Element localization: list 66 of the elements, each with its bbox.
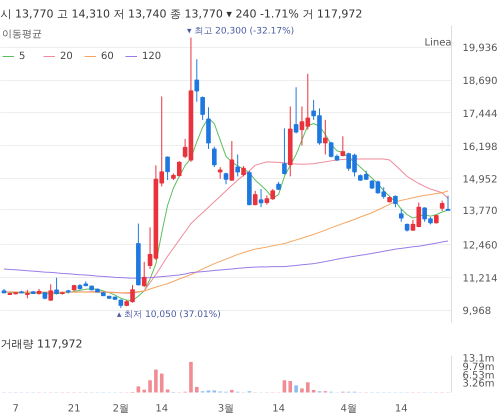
x-tick-label: 7 xyxy=(12,404,19,414)
y-tick-label: 13,770 xyxy=(462,206,498,217)
y-tick-label: 3.26m xyxy=(462,378,495,390)
legend-label: 5 xyxy=(19,50,26,62)
bar xyxy=(312,390,316,392)
x-tick-label: 3월 xyxy=(218,404,234,414)
bar xyxy=(136,386,140,392)
y-tick-label: 12,460 xyxy=(462,240,498,252)
bar xyxy=(282,380,286,392)
candlestick xyxy=(54,277,59,296)
bar xyxy=(230,390,234,392)
candlestick xyxy=(224,172,228,185)
y-tick-label: 16,198 xyxy=(462,142,498,153)
x-tick-label: 2월 xyxy=(112,404,130,414)
candlestick xyxy=(48,284,54,302)
candlestick xyxy=(440,200,444,212)
y-tick-label: 18,690 xyxy=(462,76,498,88)
bar xyxy=(294,385,298,392)
candlestick xyxy=(258,188,264,208)
candlestick xyxy=(282,128,287,176)
x-tick-label: 14 xyxy=(394,404,408,414)
bar xyxy=(306,382,310,392)
x-tick-label: 14 xyxy=(272,404,285,414)
legend-label: 120 xyxy=(142,50,162,62)
annotation: ▴ 최저 10,050 (37.01%) xyxy=(116,310,221,320)
bar xyxy=(288,381,292,392)
candlestick xyxy=(200,96,205,120)
x-tick-label: 4월 xyxy=(340,404,357,414)
y-tick-label: 19,936 xyxy=(462,43,498,54)
candlestick xyxy=(252,190,258,206)
candlestick xyxy=(294,86,298,134)
y-tick-label: 14,952 xyxy=(462,174,498,186)
legend-title: 이동평균 xyxy=(2,28,43,41)
candlestick xyxy=(206,106,211,150)
chart-title: 거래량 117,972 xyxy=(0,338,82,350)
candlestick xyxy=(446,195,450,212)
x-tick-label: 14 xyxy=(155,404,168,414)
bar xyxy=(142,390,146,392)
candlestick xyxy=(323,119,328,155)
y-tick-label: 9,968 xyxy=(462,306,492,318)
candlestick xyxy=(218,166,222,180)
legend-label: 60 xyxy=(101,50,115,62)
bar xyxy=(148,380,152,392)
chart-title: 시 13,770 고 14,310 저 13,740 종 13,770 ▾ 240 -1.71% 거 117,972 xyxy=(0,8,362,20)
bar xyxy=(300,388,304,392)
candlestick xyxy=(340,136,346,157)
y-tick-label: 17,444 xyxy=(462,108,498,120)
annotation: Linea xyxy=(424,38,452,48)
x-tick-label: 21 xyxy=(68,404,80,414)
candlestick xyxy=(398,208,404,222)
annotation: ▾ 최고 20,300 (-32.17%) xyxy=(186,26,294,37)
bar xyxy=(166,389,170,392)
candlestick xyxy=(393,194,398,208)
y-tick-label: 11,214 xyxy=(462,273,498,284)
candlestick xyxy=(165,156,170,181)
legend-label: 20 xyxy=(60,50,74,62)
bar xyxy=(154,370,158,392)
bar xyxy=(194,386,199,392)
bar xyxy=(189,362,193,392)
candlestick xyxy=(230,140,234,182)
bar xyxy=(160,374,164,392)
candlestick xyxy=(212,146,217,168)
candlestick xyxy=(194,58,200,102)
candlestick xyxy=(235,154,240,177)
candlestick xyxy=(142,261,147,288)
candlestick xyxy=(241,166,246,177)
